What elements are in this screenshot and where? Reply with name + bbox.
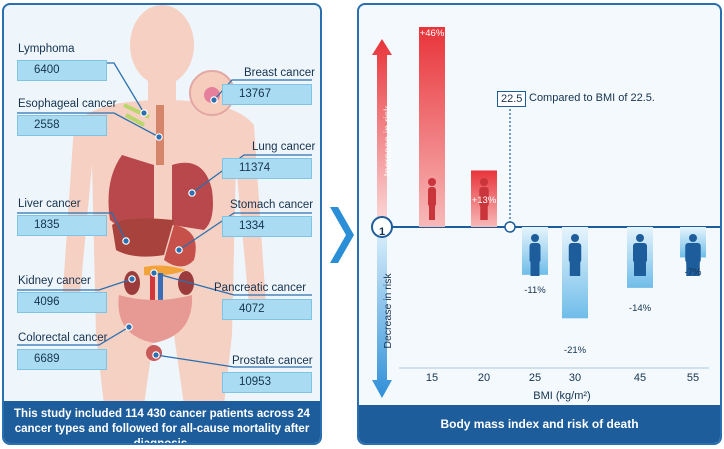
person-icon (633, 234, 647, 276)
stomach-shape (164, 225, 196, 267)
value-kidney: 4096 (17, 292, 107, 313)
value-liver: 1835 (17, 215, 107, 236)
person-icon (685, 234, 701, 276)
reference-point (504, 221, 516, 233)
label-lymphoma: Lymphoma (18, 43, 75, 55)
label-esophageal: Esophageal cancer (18, 98, 117, 110)
reference-marker (371, 216, 393, 238)
study-summary: This study included 114 430 cancer patie… (4, 401, 320, 443)
person-icon (529, 234, 541, 276)
bmi-chart (371, 27, 720, 398)
label-prostate: Prostate cancer (232, 355, 313, 367)
increase-arrow-icon (372, 39, 392, 220)
value-lung: 11374 (222, 158, 312, 179)
label-breast: Breast cancer (244, 67, 315, 79)
value-breast: 13767 (222, 84, 312, 105)
tick-bmi-30: 30 (568, 372, 582, 384)
value-colorectal: 6689 (17, 349, 107, 370)
x-axis-label: BMI (kg/m²) (533, 390, 591, 402)
intestines-shape (118, 295, 193, 343)
value-lymphoma: 6400 (17, 60, 107, 81)
bar-label-bmi-45: -14% (628, 303, 652, 314)
value-stomach: 1334 (222, 216, 312, 237)
value-esophageal: 2558 (17, 115, 107, 136)
reference-marker-label: 1 (378, 226, 386, 238)
decrease-in-risk-label: Decrease in risk (382, 273, 394, 349)
body-illustration (17, 5, 312, 405)
reference-value-box: 22.5 (497, 91, 527, 107)
bar-label-bmi-20: +13% (471, 195, 497, 206)
person-icon (568, 234, 582, 276)
label-colorectal: Colorectal cancer (18, 332, 108, 344)
tick-bmi-15: 15 (425, 372, 439, 384)
decrease-arrow-icon (372, 237, 392, 398)
increase-in-risk-label: Increase in risk (382, 105, 394, 177)
value-prostate: 10953 (222, 372, 312, 393)
tick-bmi-25: 25 (528, 372, 542, 384)
value-pancreatic: 4072 (222, 299, 312, 320)
tick-bmi-20: 20 (477, 372, 491, 384)
bar-label-bmi-15: +46% (419, 28, 445, 39)
chevron-right-icon (330, 207, 354, 263)
label-stomach: Stomach cancer (230, 199, 314, 211)
label-pancreatic: Pancreatic cancer (214, 282, 307, 294)
tick-bmi-55: 55 (686, 372, 700, 384)
tick-bmi-45: 45 (633, 372, 647, 384)
liver-shape (112, 218, 174, 257)
label-kidney: Kidney cancer (18, 275, 91, 287)
bmi-chart-panel: 1 Increase in risk Decrease in risk 22.5… (357, 3, 722, 445)
bar-label-bmi-25: -11% (524, 285, 546, 296)
label-liver: Liver cancer (18, 198, 81, 210)
person-icon (428, 178, 436, 220)
label-lung: Lung cancer (252, 141, 316, 153)
cancer-types-panel: Lymphoma 6400 Esophageal cancer 2558 Bre… (2, 3, 322, 445)
chart-footer-title: Body mass index and risk of death (359, 405, 720, 443)
lungs-left-shape (108, 155, 154, 229)
reference-text: Compared to BMI of 22.5. (529, 92, 655, 104)
bar-label-bmi-55: -7% (684, 267, 702, 278)
bar-label-bmi-30: -21% (563, 345, 587, 356)
person-icon (479, 178, 489, 220)
